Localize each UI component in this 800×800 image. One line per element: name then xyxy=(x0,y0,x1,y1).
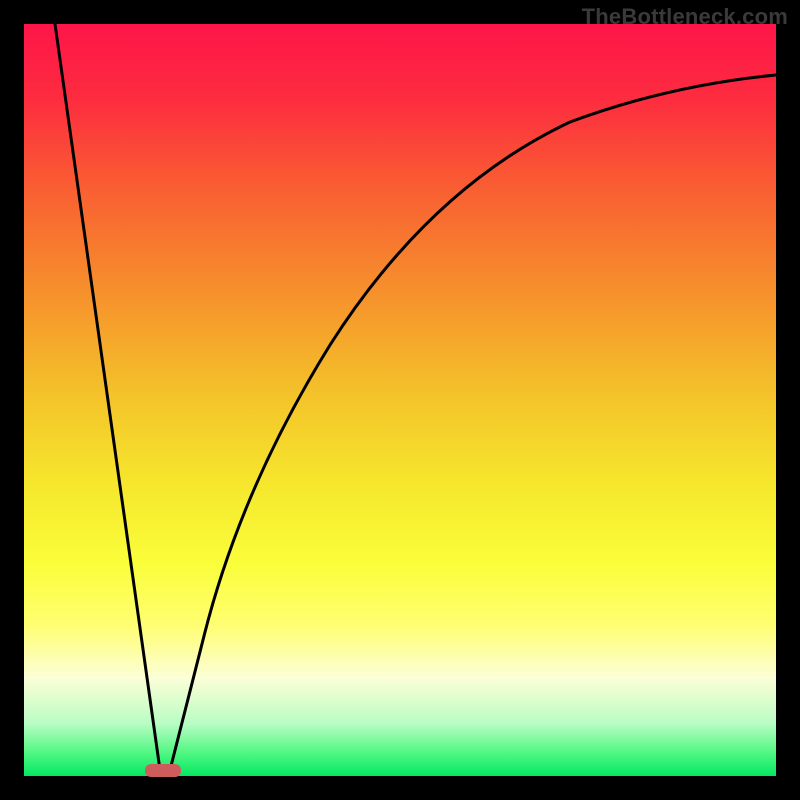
bottleneck-chart xyxy=(0,0,800,800)
chart-container: TheBottleneck.com xyxy=(0,0,800,800)
sweet-spot-marker xyxy=(145,764,181,777)
plot-background xyxy=(24,24,776,776)
watermark-text: TheBottleneck.com xyxy=(582,4,788,30)
